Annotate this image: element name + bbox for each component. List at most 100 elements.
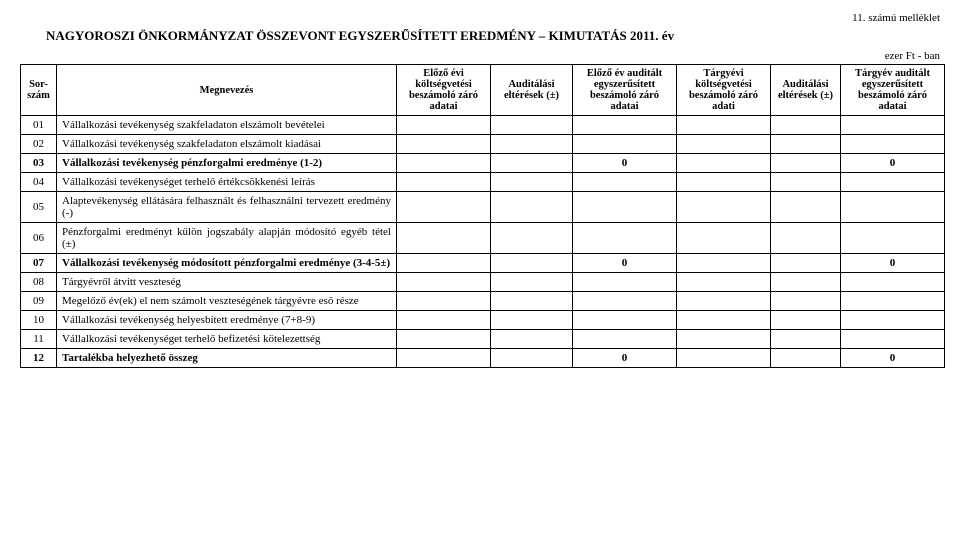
row-value: [841, 135, 945, 154]
row-value: [491, 273, 573, 292]
row-value: [573, 116, 677, 135]
row-value: [841, 173, 945, 192]
table-row: 10Vállalkozási tevékenység helyesbített …: [21, 311, 945, 330]
table-row: 08Tárgyévről átvitt veszteség: [21, 273, 945, 292]
row-value: [491, 292, 573, 311]
row-number: 07: [21, 254, 57, 273]
row-value: [771, 173, 841, 192]
row-value: [771, 254, 841, 273]
row-value: [841, 223, 945, 254]
row-label: Pénzforgalmi eredményt külön jogszabály …: [57, 223, 397, 254]
row-value: [677, 311, 771, 330]
row-value: [677, 192, 771, 223]
table-row: 04Vállalkozási tevékenységet terhelő ért…: [21, 173, 945, 192]
row-value: [771, 311, 841, 330]
table-row: 01Vállalkozási tevékenység szakfeladaton…: [21, 116, 945, 135]
row-number: 05: [21, 192, 57, 223]
row-value: 0: [573, 349, 677, 368]
row-value: [491, 135, 573, 154]
row-value: [677, 154, 771, 173]
row-value: [771, 116, 841, 135]
table-row: 07Vállalkozási tevékenység módosított pé…: [21, 254, 945, 273]
row-value: [573, 311, 677, 330]
row-number: 01: [21, 116, 57, 135]
row-number: 10: [21, 311, 57, 330]
row-value: [771, 330, 841, 349]
row-number: 06: [21, 223, 57, 254]
table-row: 05Alaptevékenység ellátására felhasznált…: [21, 192, 945, 223]
row-label: Vállalkozási tevékenységet terhelő befiz…: [57, 330, 397, 349]
row-value: [677, 330, 771, 349]
row-value: [397, 192, 491, 223]
row-value: [677, 223, 771, 254]
row-value: 0: [841, 349, 945, 368]
table-row: 12Tartalékba helyezhető összeg00: [21, 349, 945, 368]
row-value: [841, 192, 945, 223]
row-value: [397, 292, 491, 311]
row-value: [771, 292, 841, 311]
row-value: [771, 192, 841, 223]
col-current: Tárgyévi költségvetési beszámoló záró ad…: [677, 65, 771, 116]
row-number: 04: [21, 173, 57, 192]
row-value: [491, 154, 573, 173]
row-label: Vállalkozási tevékenység helyesbített er…: [57, 311, 397, 330]
col-audit1: Auditálási eltérések (±): [491, 65, 573, 116]
row-value: [397, 173, 491, 192]
row-value: [491, 311, 573, 330]
row-value: [771, 273, 841, 292]
row-value: 0: [573, 154, 677, 173]
row-value: [397, 330, 491, 349]
row-value: [841, 311, 945, 330]
row-value: [573, 292, 677, 311]
row-value: [677, 135, 771, 154]
table-row: 09Megelőző év(ek) el nem számolt vesztes…: [21, 292, 945, 311]
result-table: Sor- szám Megnevezés Előző évi költségve…: [20, 64, 945, 368]
row-value: [771, 223, 841, 254]
row-value: [677, 116, 771, 135]
row-label: Vállalkozási tevékenységet terhelő érték…: [57, 173, 397, 192]
row-value: [677, 292, 771, 311]
row-value: [397, 116, 491, 135]
row-value: [677, 349, 771, 368]
table-row: 06Pénzforgalmi eredményt külön jogszabál…: [21, 223, 945, 254]
table-header-row: Sor- szám Megnevezés Előző évi költségve…: [21, 65, 945, 116]
row-label: Megelőző év(ek) el nem számolt veszteség…: [57, 292, 397, 311]
row-value: [397, 273, 491, 292]
row-value: 0: [573, 254, 677, 273]
unit-label: ezer Ft - ban: [20, 50, 940, 62]
row-value: [491, 330, 573, 349]
annex-label: 11. számú melléklet: [20, 12, 940, 24]
row-value: [397, 311, 491, 330]
row-value: [491, 173, 573, 192]
col-prev-audited: Előző év auditált egyszerűsített beszámo…: [573, 65, 677, 116]
row-value: [397, 349, 491, 368]
row-value: [573, 192, 677, 223]
row-value: [573, 173, 677, 192]
row-value: [397, 135, 491, 154]
row-value: [841, 330, 945, 349]
row-value: [573, 223, 677, 254]
row-value: [841, 273, 945, 292]
row-label: Vállalkozási tevékenység szakfeladaton e…: [57, 116, 397, 135]
col-audit2: Auditálási eltérések (±): [771, 65, 841, 116]
row-value: [677, 273, 771, 292]
row-value: [573, 330, 677, 349]
table-row: 11Vállalkozási tevékenységet terhelő bef…: [21, 330, 945, 349]
row-value: [397, 154, 491, 173]
row-value: 0: [841, 254, 945, 273]
row-number: 11: [21, 330, 57, 349]
row-value: [841, 116, 945, 135]
row-value: 0: [841, 154, 945, 173]
table-row: 03Vállalkozási tevékenység pénzforgalmi …: [21, 154, 945, 173]
row-number: 08: [21, 273, 57, 292]
col-num: Sor- szám: [21, 65, 57, 116]
row-value: [491, 254, 573, 273]
col-name: Megnevezés: [57, 65, 397, 116]
row-value: [397, 254, 491, 273]
table-row: 02Vállalkozási tevékenység szakfeladaton…: [21, 135, 945, 154]
row-number: 12: [21, 349, 57, 368]
row-value: [771, 135, 841, 154]
row-value: [491, 116, 573, 135]
row-label: Tárgyévről átvitt veszteség: [57, 273, 397, 292]
row-value: [397, 223, 491, 254]
